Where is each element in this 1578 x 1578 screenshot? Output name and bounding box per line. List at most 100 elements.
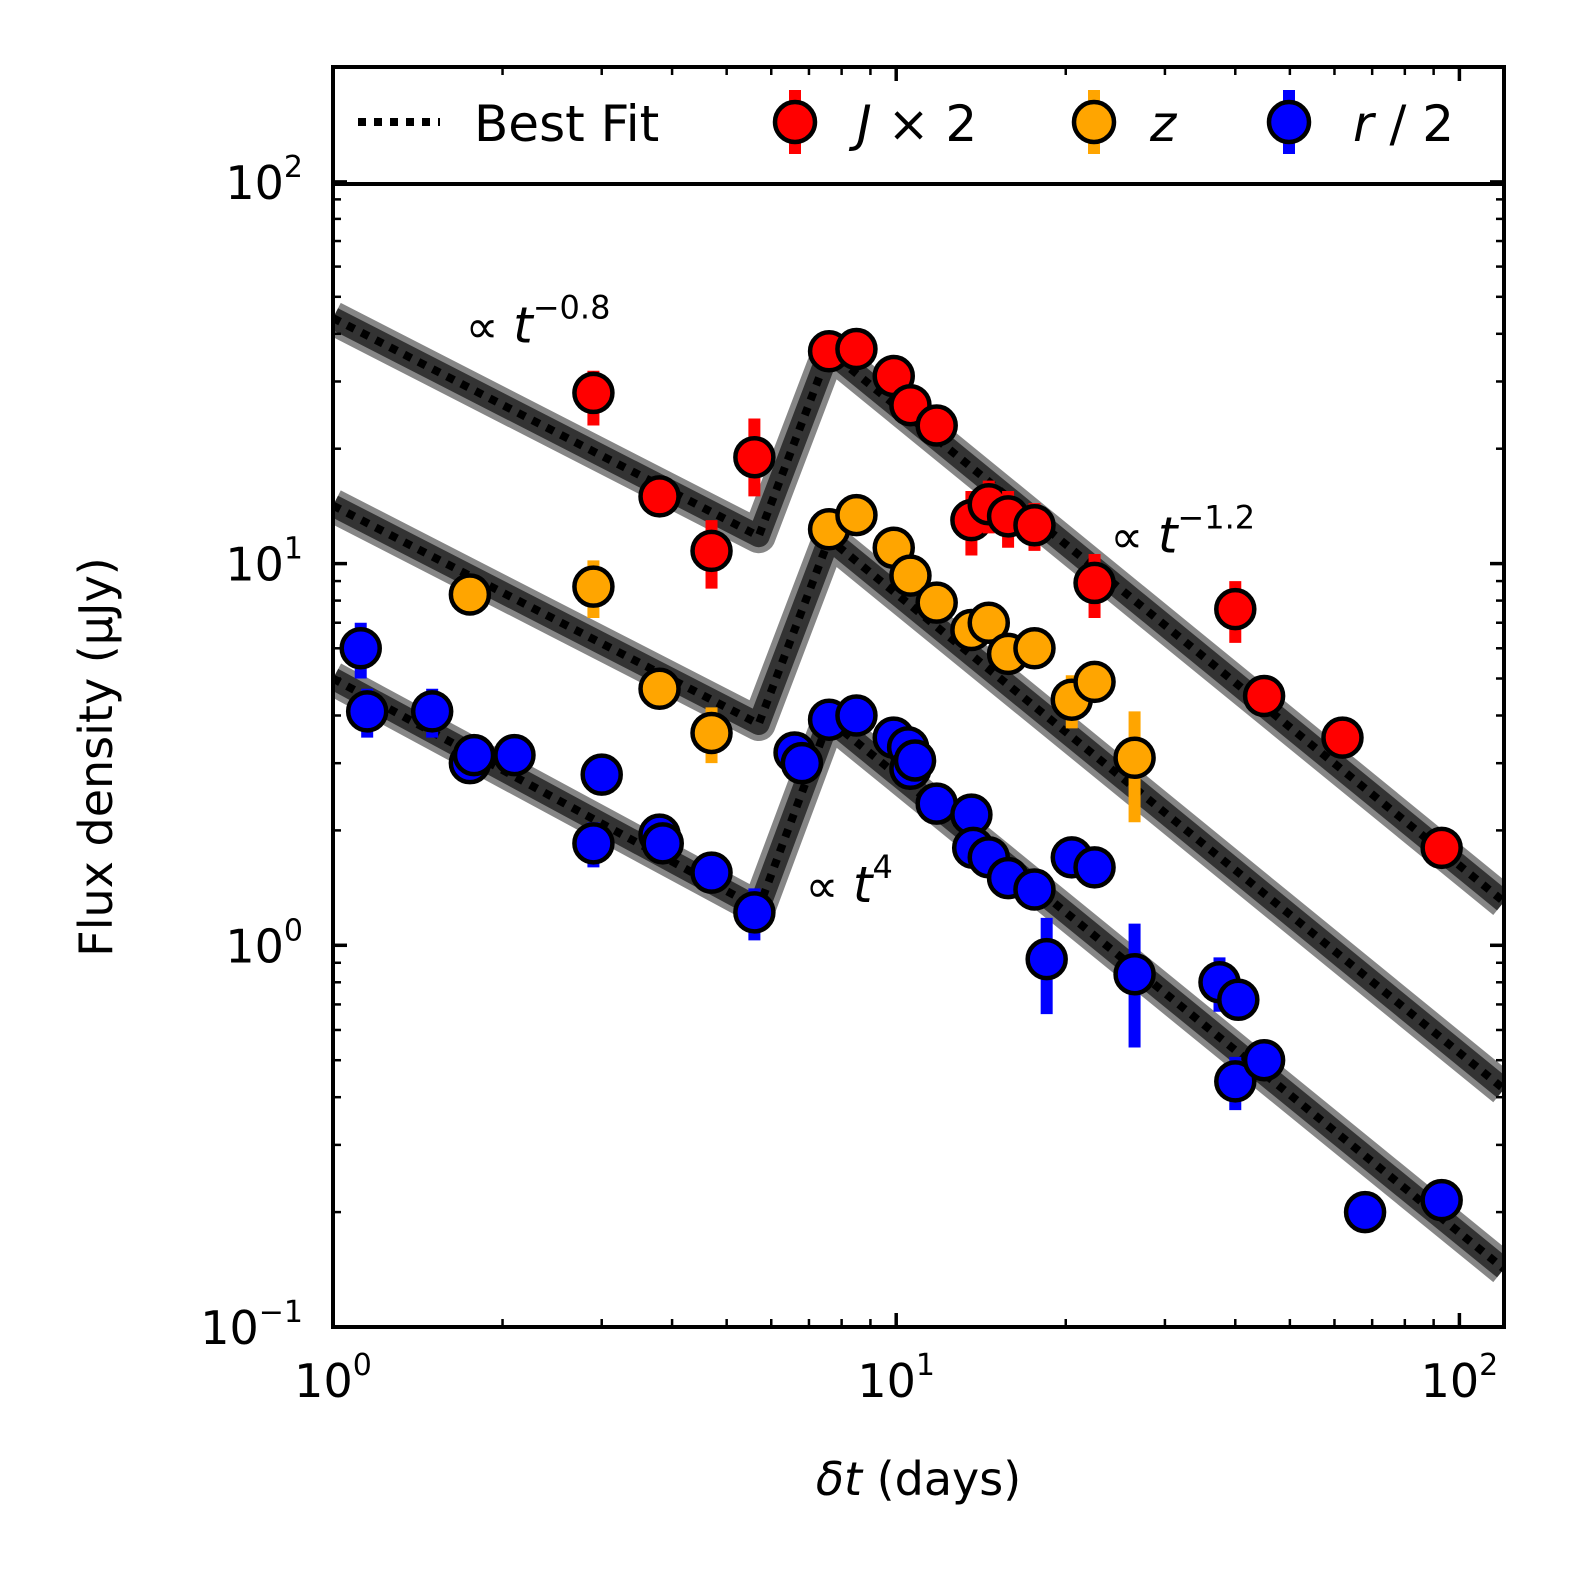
data-point — [1013, 627, 1056, 670]
series-J — [572, 327, 1463, 870]
data-point — [1073, 660, 1116, 704]
annotation-prefix: ∝ — [466, 299, 513, 353]
data-point — [1073, 561, 1116, 605]
data-point — [410, 690, 454, 733]
legend-marker-J — [772, 99, 818, 145]
y-tick-label: 10−1 — [200, 1295, 303, 1355]
annotation-prefix: ∝ — [805, 859, 852, 913]
data-point — [690, 529, 733, 573]
data-point — [780, 741, 824, 785]
x-tick-label: 102 — [1421, 1348, 1499, 1408]
y-tick-exp: 2 — [284, 150, 303, 185]
x-tick-exp: 2 — [1479, 1348, 1498, 1383]
y-tick-label: 102 — [225, 150, 303, 210]
data-point — [835, 493, 878, 537]
data-point — [638, 667, 681, 711]
power-law-annotation: ∝ t4 — [805, 848, 892, 914]
x-tick-exp: 1 — [916, 1348, 935, 1383]
y-tick-base: 10 — [225, 538, 284, 592]
data-point — [690, 851, 733, 894]
best-fit-line-z — [333, 501, 1504, 1093]
data-point — [1025, 937, 1068, 981]
data-point — [1343, 1190, 1387, 1234]
data-point — [1321, 716, 1364, 759]
data-point — [580, 753, 623, 796]
y-axis-label: Flux density (μJy) — [69, 557, 123, 956]
data-point — [345, 690, 389, 733]
legend-best-fit-label: Best Fit — [474, 95, 659, 153]
annotation-exponent: 4 — [873, 848, 893, 886]
legend-label-z: z — [1149, 95, 1178, 153]
data-point — [835, 327, 878, 371]
data-point — [1113, 952, 1156, 996]
legend-marker-z — [1071, 99, 1117, 145]
y-tick-base: 10 — [225, 156, 284, 210]
data-point — [1013, 868, 1056, 911]
legend-symbol: J — [848, 95, 872, 153]
data-point — [1113, 736, 1156, 779]
annotations: ∝ t−0.8∝ t−1.2∝ t4 — [466, 288, 1255, 914]
legend-marker-r — [1266, 99, 1312, 145]
annotation-exponent: −0.8 — [533, 288, 611, 326]
x-tick-label: 100 — [294, 1348, 372, 1408]
data-point — [1217, 978, 1260, 1022]
x-axis-label: δt (days) — [816, 1452, 1021, 1506]
legend-symbol: z — [1149, 95, 1178, 153]
legend-symbol: r — [1353, 95, 1377, 153]
annotation-symbol: t — [853, 856, 875, 914]
x-tick-label: 101 — [857, 1348, 935, 1408]
data-point — [915, 581, 958, 624]
y-tick-base: 10 — [200, 1301, 259, 1355]
data-point — [889, 554, 932, 597]
legend-label-J: J × 2 — [848, 95, 977, 153]
x-tick-base: 10 — [857, 1354, 916, 1408]
y-tick-label: 100 — [225, 913, 303, 973]
data-point — [967, 601, 1011, 644]
legend-suffix: × 2 — [872, 95, 978, 153]
data-point — [915, 782, 958, 825]
data-point — [1420, 826, 1463, 870]
legend: Best Fit J × 2 z r / 2 — [333, 90, 1504, 186]
data-point — [448, 573, 492, 616]
x-axis-space — [862, 1452, 877, 1506]
data-point — [1214, 587, 1257, 631]
series-z — [448, 493, 1156, 823]
plot-frame — [331, 65, 1506, 1329]
model-curves — [333, 302, 1504, 1283]
data-point — [572, 822, 615, 865]
legend-label-r: r / 2 — [1353, 95, 1454, 153]
y-tick-base: 10 — [225, 919, 284, 973]
y-tick-exp: 1 — [284, 532, 303, 567]
x-tick-base: 10 — [1421, 1354, 1480, 1408]
data-point — [493, 733, 536, 777]
data-point — [1013, 504, 1056, 547]
data-point — [1242, 1038, 1286, 1082]
power-law-annotation: ∝ t−1.2 — [1110, 498, 1255, 564]
data-point — [572, 565, 615, 608]
data-point — [733, 435, 776, 479]
best-fit-line-r — [333, 674, 1504, 1273]
power-law-annotation: ∝ t−0.8 — [466, 288, 611, 354]
data-point — [1242, 674, 1286, 718]
data-point — [339, 627, 382, 670]
annotation-exponent: −1.2 — [1177, 498, 1255, 536]
data-point — [638, 475, 681, 518]
x-axis-symbol: δt — [816, 1452, 864, 1506]
best-fit-line-J — [333, 314, 1504, 905]
y-tick-exp: 0 — [284, 913, 303, 948]
x-tick-exp: 0 — [353, 1348, 372, 1383]
data-points — [339, 327, 1463, 1234]
data-point — [835, 694, 878, 737]
annotation-symbol: t — [1158, 506, 1180, 564]
data-point — [572, 371, 615, 415]
x-tick-base: 10 — [294, 1354, 353, 1408]
data-point — [1420, 1178, 1463, 1222]
data-point — [915, 404, 958, 447]
data-point — [893, 739, 937, 782]
data-point — [641, 822, 684, 865]
data-point — [690, 711, 733, 755]
data-point — [733, 891, 776, 934]
data-point — [1214, 1060, 1257, 1103]
